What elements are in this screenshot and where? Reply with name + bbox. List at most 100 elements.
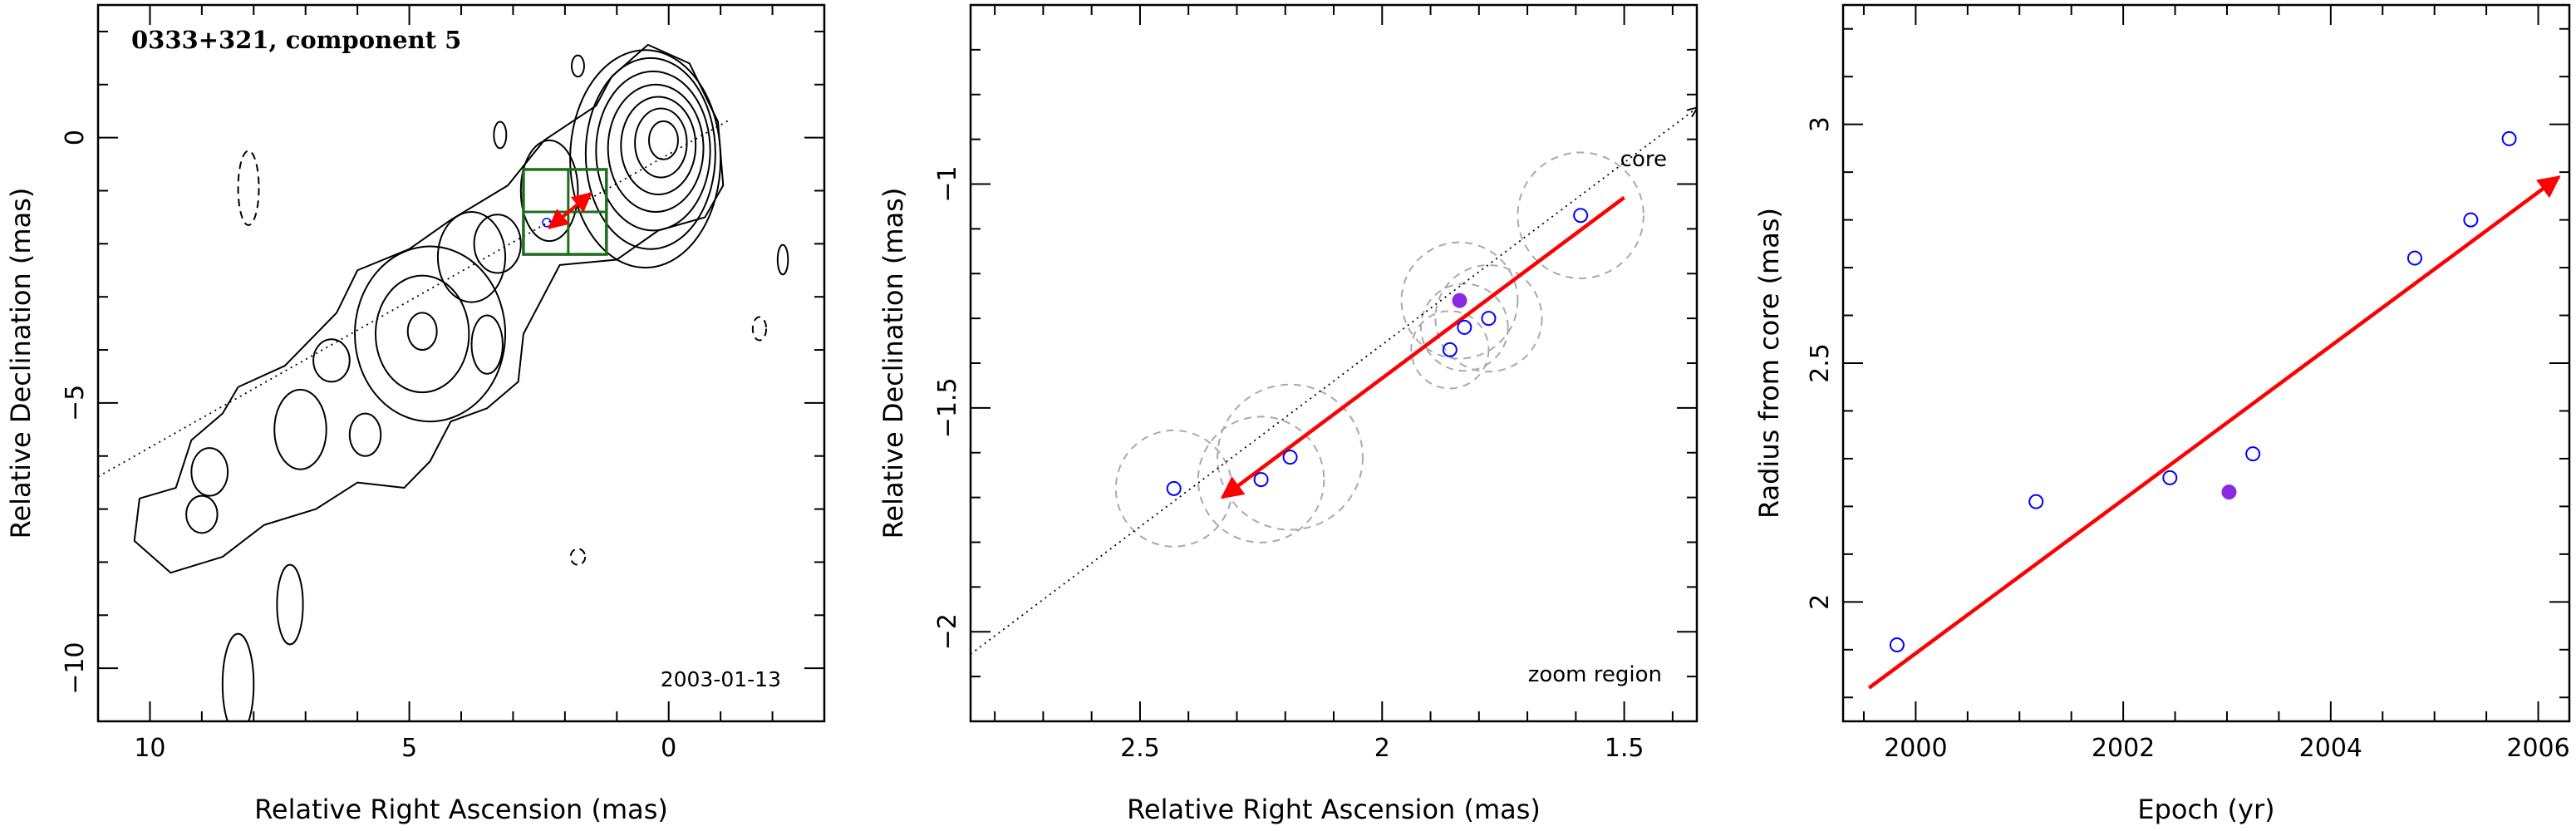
data-point <box>2501 130 2517 146</box>
contour-line <box>519 139 579 243</box>
data-point <box>1282 450 1298 465</box>
contour-line <box>595 70 711 232</box>
y-tick-label: 0 <box>61 130 90 145</box>
contour-line <box>237 150 260 226</box>
zoom-box-layer <box>522 168 608 256</box>
plot-frame <box>1841 3 2571 723</box>
x-tick-label: 2002 <box>2092 734 2155 763</box>
plot-frame <box>969 3 1698 723</box>
x-tick-label: 2000 <box>1884 734 1947 763</box>
error-circle <box>1434 264 1543 373</box>
epoch-date-label: 2003-01-13 <box>661 667 781 691</box>
data-point <box>1457 319 1472 335</box>
contour-line <box>570 54 585 78</box>
contour-line <box>751 316 768 342</box>
data-point <box>2406 250 2422 266</box>
arrow-layer <box>1867 175 2561 690</box>
contour-line <box>190 447 229 497</box>
contour-line <box>584 57 716 250</box>
y-tick-label: −1.5 <box>933 377 962 438</box>
error-circle <box>1517 151 1644 279</box>
core-annotation: core <box>1620 147 1667 172</box>
data-point <box>1253 472 1269 488</box>
x-tick-label: 2006 <box>2506 734 2569 763</box>
y-tick-label: −2 <box>933 613 962 650</box>
jet-axis-layer <box>971 108 1697 655</box>
contour-line <box>470 314 504 375</box>
contour-line <box>493 120 508 150</box>
data-point <box>1442 342 1458 357</box>
point-layer <box>1166 208 1589 496</box>
y-axis-label: Relative Declination (mas) <box>878 188 909 539</box>
jet-axis-line <box>971 108 1697 655</box>
jet-axis-layer <box>98 118 732 478</box>
x-tick-label: 0 <box>661 734 676 763</box>
x-tick-label: 2 <box>1374 734 1390 763</box>
contour-line <box>473 214 522 274</box>
y-tick-label: −1 <box>933 165 962 202</box>
contour-line <box>406 312 438 352</box>
x-axis-label: Relative Right Ascension (mas) <box>1127 794 1541 825</box>
plot-frame <box>96 3 826 723</box>
x-tick-label: 5 <box>401 734 417 763</box>
motion-arrow <box>548 192 592 229</box>
error-circle <box>1400 241 1519 360</box>
contour-line <box>634 107 688 179</box>
data-point-filled <box>1452 293 1467 308</box>
panel-zoom-region: 2.5 2 1.5 −1 −1.5 −2 core zoom region Relativ… <box>878 3 1698 825</box>
data-point <box>2245 446 2261 462</box>
data-point <box>1166 480 1182 496</box>
zoom-region-annotation: zoom region <box>1528 662 1662 687</box>
x-tick-label: 10 <box>134 734 165 763</box>
y-tick-label: −10 <box>61 642 90 694</box>
error-circle <box>1419 283 1509 372</box>
contour-line <box>273 388 327 470</box>
contour-line <box>354 245 507 423</box>
contour-line <box>276 563 304 646</box>
contour-line <box>221 632 255 721</box>
error-circle <box>1114 429 1233 548</box>
contour-line <box>436 211 507 303</box>
x-tick-label: 2004 <box>2299 734 2362 763</box>
data-point <box>1481 311 1497 327</box>
data-point <box>2463 212 2479 228</box>
tick-layer: 2.5 2 1.5 −1 −1.5 −2 <box>933 4 1697 763</box>
contour-line <box>776 243 789 276</box>
arrow-layer <box>1220 195 1625 499</box>
contour-line <box>569 548 587 566</box>
error-circle-layer <box>1114 151 1644 548</box>
y-tick-label: 2.5 <box>1806 343 1835 383</box>
data-point <box>1889 637 1905 653</box>
data-point <box>2028 494 2044 509</box>
contour-line <box>647 120 679 160</box>
contour-line <box>607 83 705 214</box>
outer-contour <box>133 43 725 574</box>
y-tick-label: 2 <box>1806 594 1835 610</box>
y-tick-label: −5 <box>61 385 90 421</box>
motion-arrow <box>1220 195 1625 499</box>
x-tick-label: 2.5 <box>1120 734 1160 763</box>
y-tick-label: 3 <box>1806 116 1835 132</box>
contour-line <box>569 49 722 269</box>
contour-layer <box>133 43 789 721</box>
panel-contour-map: 10 5 0 0 −5 −10 0333+321, component 5 2003-01… <box>5 3 826 825</box>
x-tick-label: 1.5 <box>1605 734 1644 763</box>
y-axis-label: Radius from core (mas) <box>1753 208 1785 519</box>
error-circle <box>1217 383 1364 531</box>
data-point <box>2162 470 2178 485</box>
panel-radius-epoch: 2000 2002 2004 2006 2 2.5 3 Epoch (yr) Radius … <box>1753 3 2571 825</box>
jet-axis-line <box>98 118 732 478</box>
point-layer <box>1889 130 2517 653</box>
x-axis-label: Relative Right Ascension (mas) <box>254 794 668 825</box>
data-point-filled <box>2221 484 2237 500</box>
contour-line <box>312 338 351 383</box>
tick-layer: 10 5 0 0 −5 −10 <box>61 5 825 763</box>
fit-arrow <box>1867 175 2561 690</box>
data-point <box>1573 208 1589 224</box>
arrow-layer <box>542 192 592 229</box>
y-axis-label: Relative Declination (mas) <box>5 188 37 539</box>
contour-line <box>185 494 219 534</box>
error-circle <box>1197 416 1325 543</box>
x-axis-label: Epoch (yr) <box>2137 794 2274 825</box>
